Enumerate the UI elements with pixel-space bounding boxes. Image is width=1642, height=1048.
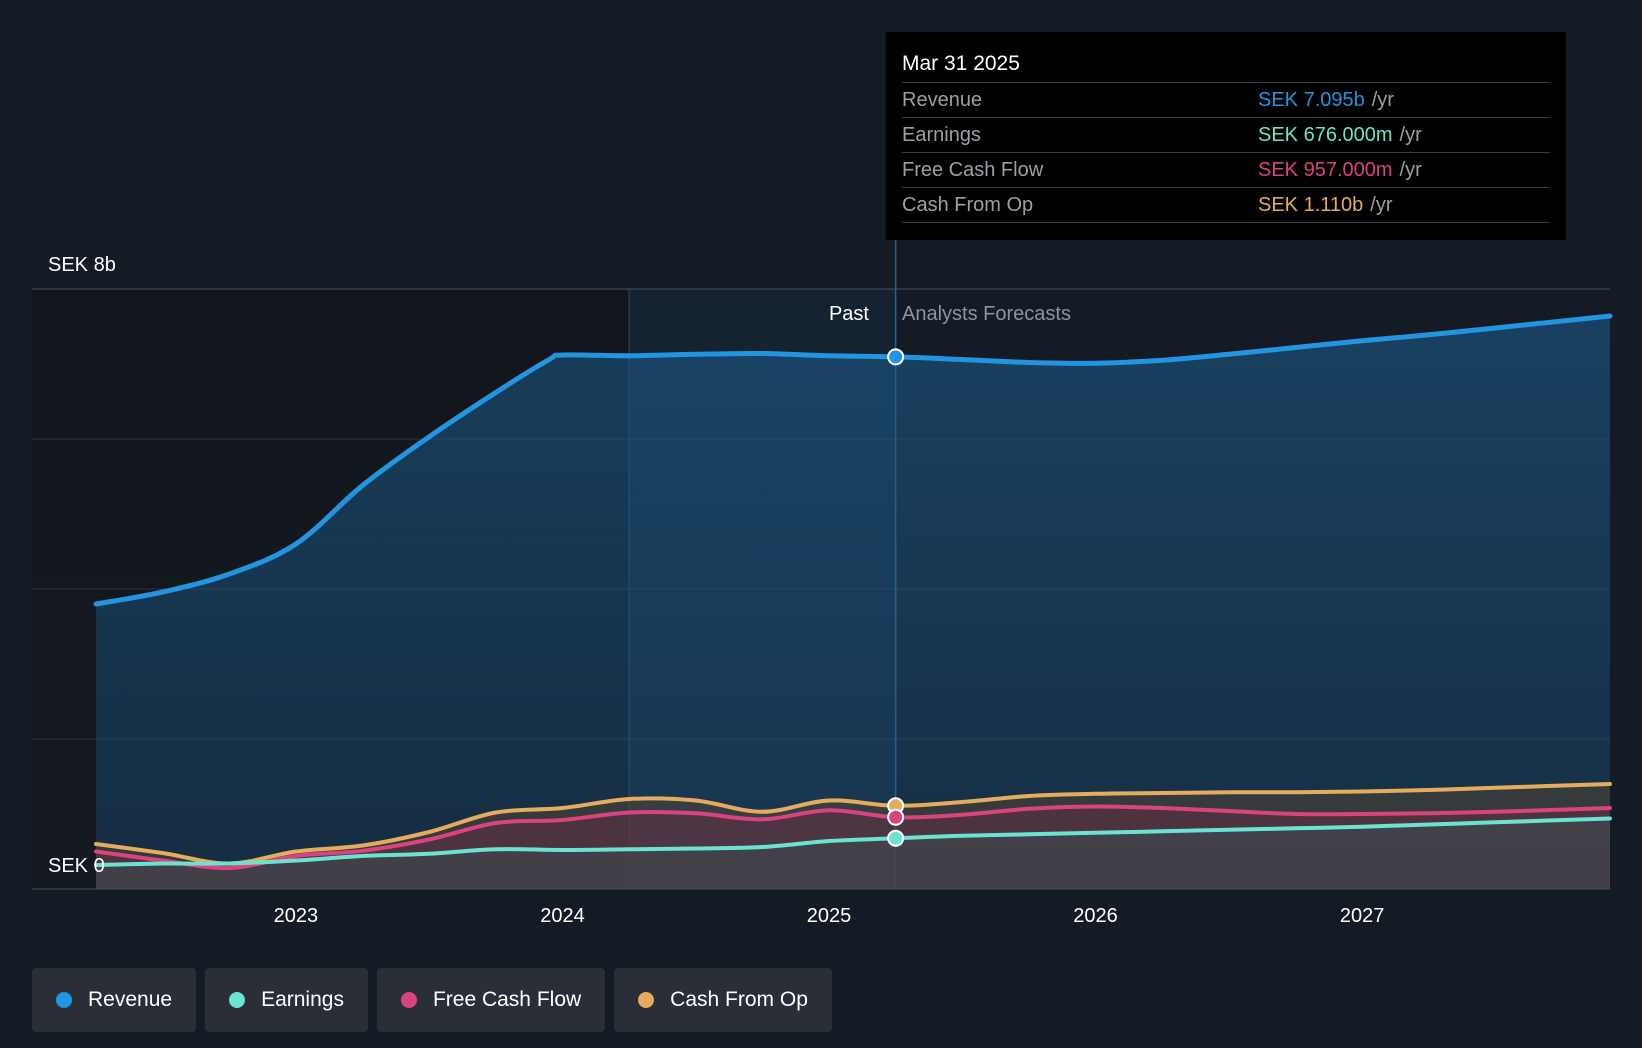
tooltip-series-name: Cash From Op xyxy=(902,193,1034,216)
legend-label: Free Cash Flow xyxy=(432,988,582,1011)
legend-dot-icon xyxy=(56,992,72,1008)
legend-item-free-cash-flow[interactable]: Free Cash Flow xyxy=(376,968,606,1032)
tooltip: Mar 31 2025 Revenue SEK 7.095b/yr Earnings… xyxy=(886,32,1566,240)
tooltip-unit: /yr xyxy=(1399,158,1422,181)
tooltip-unit: /yr xyxy=(1399,123,1422,146)
x-tick-label: 2024 xyxy=(540,905,585,927)
free-cash-flow-marker xyxy=(887,808,905,826)
legend-item-cash-from-op[interactable]: Cash From Op xyxy=(614,968,832,1032)
tooltip-unit: /yr xyxy=(1370,193,1393,216)
tooltip-series-value: SEK 7.095b xyxy=(1258,88,1365,111)
past-label: Past xyxy=(829,303,869,325)
tooltip-row: Earnings SEK 676.000m/yr xyxy=(902,117,1550,152)
tooltip-row: Cash From Op SEK 1.110b/yr xyxy=(902,187,1550,223)
tooltip-series-value: SEK 957.000m xyxy=(1258,158,1393,181)
legend-label: Earnings xyxy=(261,988,344,1011)
y-axis-top-label: SEK 8b xyxy=(48,254,116,276)
x-tick-label: 2025 xyxy=(807,905,852,927)
revenue-marker xyxy=(887,348,905,366)
tooltip-series-value: SEK 676.000m xyxy=(1258,123,1393,146)
y-axis-bottom-label: SEK 0 xyxy=(48,855,105,877)
tooltip-series-name: Free Cash Flow xyxy=(902,158,1044,181)
x-tick-label: 2026 xyxy=(1073,905,1118,927)
free-cash-flow-line xyxy=(94,804,1612,871)
x-tick-label: 2027 xyxy=(1340,905,1385,927)
earnings-marker xyxy=(887,829,905,847)
x-tick-label: 2023 xyxy=(274,905,319,927)
legend: Revenue Earnings Free Cash Flow Cash From O… xyxy=(32,968,832,1032)
legend-item-revenue[interactable]: Revenue xyxy=(32,968,197,1032)
tooltip-series-name: Earnings xyxy=(902,123,981,146)
revenue-area xyxy=(96,316,1610,889)
cash-from-op-line xyxy=(94,782,1612,866)
legend-label: Cash From Op xyxy=(670,988,808,1011)
legend-dot-icon xyxy=(638,992,655,1008)
earnings-line xyxy=(94,816,1612,867)
revenue-line xyxy=(93,313,1613,607)
legend-dot-icon xyxy=(229,992,246,1008)
tooltip-unit: /yr xyxy=(1371,88,1394,111)
tooltip-date: Mar 31 2025 xyxy=(902,52,1020,75)
tooltip-row: Free Cash Flow SEK 957.000m/yr xyxy=(902,152,1550,187)
tooltip-series-value: SEK 1.110b xyxy=(1258,193,1364,216)
tooltip-series-name: Revenue xyxy=(902,88,983,111)
legend-item-earnings[interactable]: Earnings xyxy=(205,968,368,1032)
legend-label: Revenue xyxy=(88,988,173,1011)
earnings-area xyxy=(96,818,1610,889)
forecast-label: Analysts Forecasts xyxy=(902,303,1071,325)
legend-dot-icon xyxy=(400,992,417,1008)
tooltip-row: Revenue SEK 7.095b/yr xyxy=(902,82,1550,117)
